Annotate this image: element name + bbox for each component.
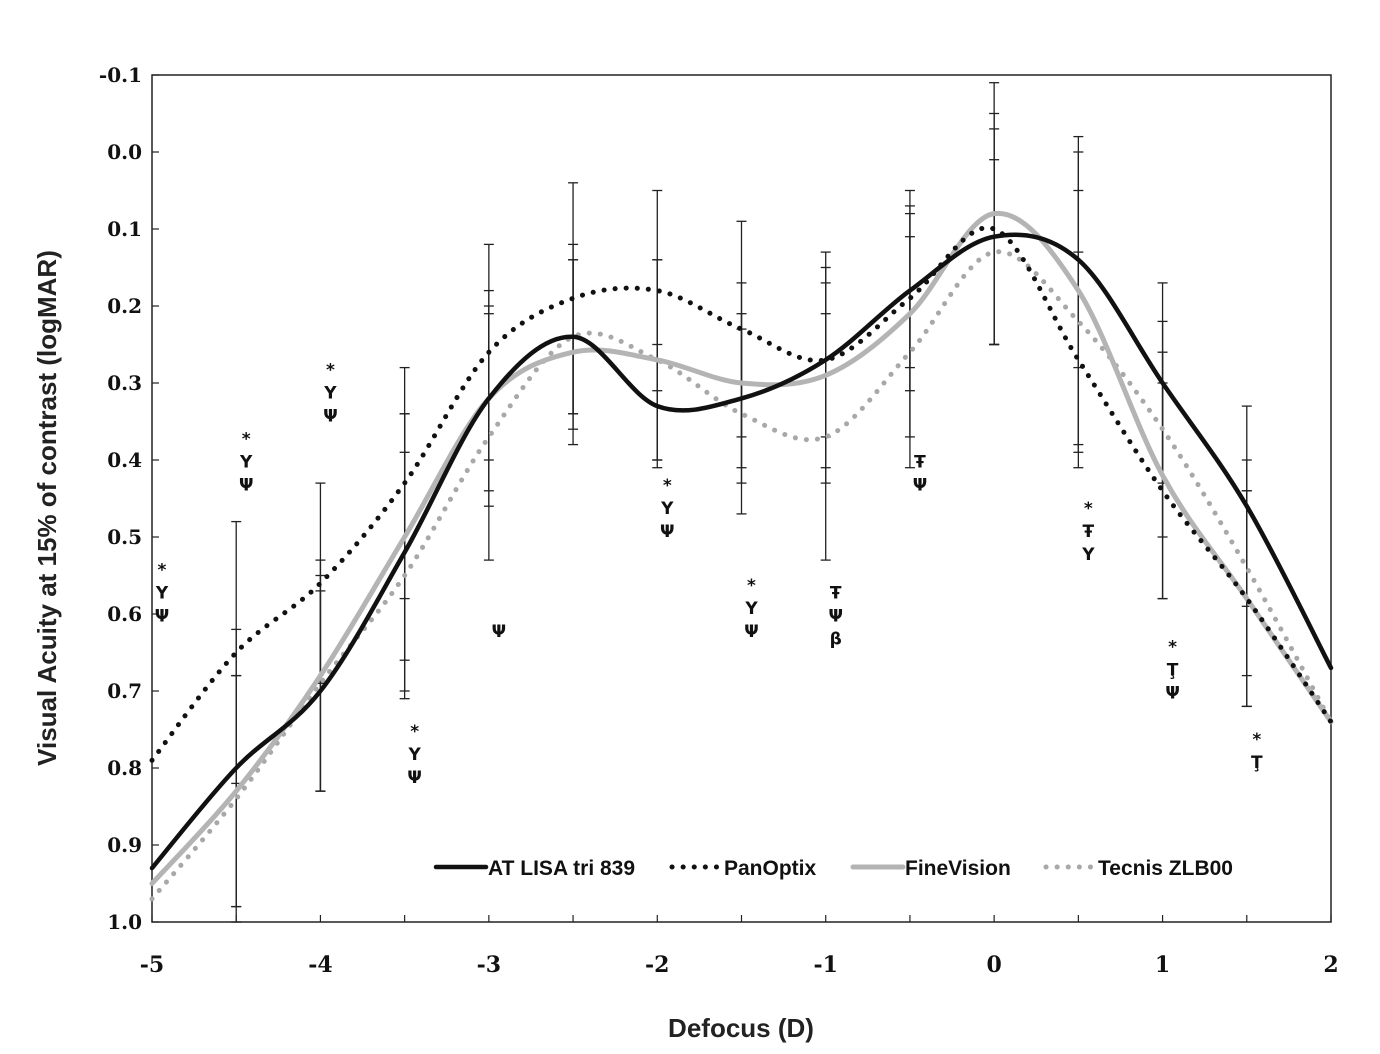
significance-symbol: Υ bbox=[155, 584, 169, 604]
significance-symbol: * bbox=[242, 430, 251, 450]
x-tick-label: -3 bbox=[477, 952, 501, 978]
legend-label: AT LISA tri 839 bbox=[488, 857, 635, 880]
significance-symbol: Ψ bbox=[828, 607, 842, 627]
y-tick-label: 0.3 bbox=[107, 371, 142, 395]
significance-symbol: Ŧ bbox=[830, 584, 842, 604]
legend-label: FineVision bbox=[905, 857, 1011, 880]
significance-symbol: β bbox=[830, 630, 842, 650]
series-line-2 bbox=[149, 210, 1334, 886]
y-tick-label: 0.9 bbox=[107, 833, 142, 857]
significance-symbol: * bbox=[410, 722, 419, 742]
significance-symbol: * bbox=[663, 476, 672, 496]
y-axis-title: Visual Acuity at 15% of contrast (logMAR… bbox=[32, 250, 62, 766]
significance-symbol: Ψ bbox=[323, 406, 337, 426]
significance-symbol: Ŧ bbox=[1083, 522, 1095, 542]
x-tick-label: 1 bbox=[1155, 952, 1170, 978]
significance-symbol: Ψ bbox=[492, 622, 506, 642]
x-axis-ticks: -5 -4 -3 -2 -1 0 1 2 bbox=[140, 915, 1339, 978]
y-tick-label: -0.1 bbox=[99, 63, 142, 87]
y-tick-label: 0.0 bbox=[107, 140, 142, 164]
series-lines bbox=[149, 210, 1334, 902]
y-tick-label: 0.5 bbox=[107, 525, 142, 549]
significance-symbol: Υ bbox=[323, 383, 337, 403]
x-axis-title: Defocus (D) bbox=[668, 1013, 814, 1043]
significance-symbol: * bbox=[326, 360, 335, 380]
significance-symbol: Υ bbox=[239, 453, 253, 473]
y-axis-ticks: -0.1 0.0 0.1 0.2 0.3 0.4 0.5 0.6 0.7 0.8 0.9 1.0 bbox=[99, 63, 159, 934]
x-tick-label: 2 bbox=[1323, 952, 1338, 978]
significance-symbol: Υ bbox=[660, 499, 674, 519]
significance-symbol: Ψ bbox=[239, 476, 253, 496]
significance-symbol: Ŧ bbox=[914, 453, 926, 473]
y-tick-label: 0.4 bbox=[107, 448, 142, 472]
legend: AT LISA tri 839 PanOptix FineVision Tecnis … bbox=[433, 857, 1233, 880]
series-line-0 bbox=[149, 232, 1334, 871]
significance-symbol: Ψ bbox=[1165, 684, 1179, 704]
significance-symbol: Ψ bbox=[744, 622, 758, 642]
significance-symbol: Ψ bbox=[407, 768, 421, 788]
y-tick-label: 0.6 bbox=[107, 602, 142, 626]
significance-symbol: Ţ bbox=[1251, 753, 1263, 773]
x-tick-label: -2 bbox=[645, 952, 669, 978]
significance-symbol: * bbox=[1252, 730, 1261, 750]
significance-symbol: * bbox=[1168, 638, 1177, 658]
significance-symbol: * bbox=[158, 561, 167, 581]
significance-symbol: Υ bbox=[407, 745, 421, 765]
significance-symbol: Ψ bbox=[155, 607, 169, 627]
x-tick-label: -1 bbox=[813, 952, 837, 978]
legend-label: Tecnis ZLB00 bbox=[1098, 857, 1233, 880]
y-tick-label: 0.7 bbox=[107, 679, 142, 703]
x-tick-label: 0 bbox=[986, 952, 1001, 978]
significance-symbol: Ψ bbox=[660, 522, 674, 542]
y-tick-label: 1.0 bbox=[107, 910, 142, 934]
legend-label: PanOptix bbox=[724, 857, 817, 880]
y-tick-label: 0.1 bbox=[107, 217, 142, 241]
significance-symbol: Ψ bbox=[913, 476, 927, 496]
x-tick-label: -4 bbox=[308, 952, 332, 978]
y-tick-label: 0.2 bbox=[107, 294, 142, 318]
significance-symbol: * bbox=[747, 576, 756, 596]
y-tick-label: 0.8 bbox=[107, 756, 142, 780]
significance-symbol: Ţ bbox=[1167, 661, 1179, 681]
significance-symbol: Υ bbox=[1081, 545, 1095, 565]
significance-symbol: * bbox=[1084, 499, 1093, 519]
significance-symbol: Υ bbox=[744, 599, 758, 619]
x-tick-label: -5 bbox=[140, 952, 164, 978]
